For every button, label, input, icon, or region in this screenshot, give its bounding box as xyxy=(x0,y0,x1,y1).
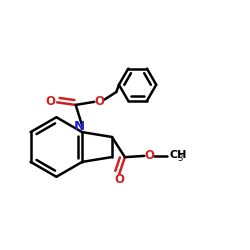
Text: 3: 3 xyxy=(177,154,182,163)
Text: O: O xyxy=(46,95,56,108)
Text: N: N xyxy=(74,120,85,133)
Text: O: O xyxy=(144,149,154,162)
Text: O: O xyxy=(94,95,104,108)
Text: CH: CH xyxy=(170,150,187,160)
Text: O: O xyxy=(114,173,124,186)
